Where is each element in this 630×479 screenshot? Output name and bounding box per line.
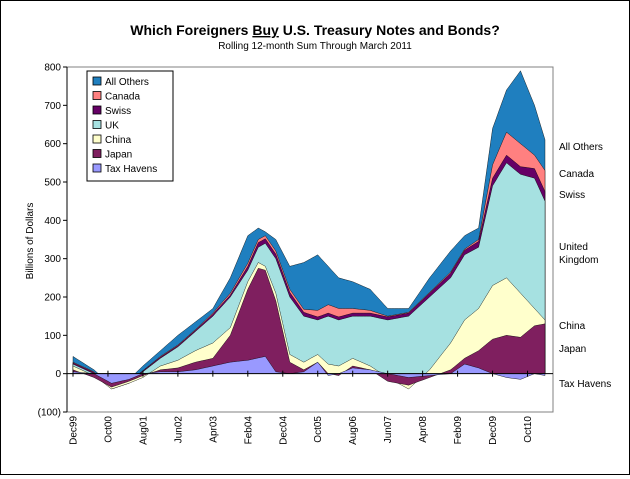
x-tick-label: Jun07 [383, 416, 394, 444]
y-axis-label: Billions of Dollars [25, 203, 36, 280]
legend-swatch [92, 134, 102, 144]
area-uk [72, 162, 546, 390]
chart-subtitle: Rolling 12-month Sum Through March 2011 [218, 41, 412, 52]
y-tick-label: 400 [44, 216, 61, 227]
x-tick-label: Apr08 [418, 416, 429, 443]
x-tick-label: Apr03 [208, 416, 219, 443]
end-label-china: China [559, 321, 586, 332]
x-tick-label: Dec99 [69, 416, 80, 445]
legend-swatch [92, 76, 102, 86]
chart-title: Which Foreigners Buy U.S. Treasury Notes… [130, 22, 500, 38]
y-tick-label: (100) [38, 408, 61, 419]
x-tick-label: Dec09 [488, 416, 499, 445]
end-label-canada: Canada [559, 169, 594, 180]
x-tick-label: Aug01 [138, 416, 149, 445]
end-label-japan: Japan [559, 344, 586, 355]
y-tick-label: 600 [44, 139, 61, 150]
legend-entry: All Others [105, 77, 149, 88]
y-tick-label: 200 [44, 293, 61, 304]
x-tick-label: Feb04 [243, 416, 254, 445]
y-tick-label: 800 [44, 63, 61, 74]
legend-entry: Canada [105, 92, 140, 103]
legend-entry: Swiss [105, 106, 131, 117]
x-tick-label: Dec04 [278, 416, 289, 445]
end-label-swiss: Swiss [559, 190, 585, 201]
end-labels-group: Tax Havens Japan China United Kingdom Swiss Ca… [559, 142, 611, 390]
y-tick-label: 300 [44, 254, 61, 265]
x-tick-label: Oct10 [523, 416, 534, 443]
y-tick-label: 0 [55, 369, 61, 380]
legend-entry: China [105, 135, 132, 146]
areas-group [72, 70, 546, 390]
legend-swatch [92, 163, 102, 173]
x-tick-label: Aug06 [348, 416, 359, 445]
legend-swatch [92, 149, 102, 158]
end-label-all-others: All Others [559, 142, 603, 153]
y-tick-label: 100 [44, 331, 61, 342]
y-tick-label: 700 [44, 101, 61, 112]
legend-entry: Japan [105, 150, 132, 161]
end-label-uk: United Kingdom [559, 242, 598, 266]
legend: All Others Canada Swiss UK China Japan Tax Hav… [86, 70, 174, 182]
legend-entry: Tax Havens [105, 164, 157, 175]
x-tick-label: Oct00 [103, 416, 114, 443]
end-label-tax-havens: Tax Havens [559, 379, 611, 390]
legend-swatch [92, 120, 102, 129]
legend-swatch [92, 91, 102, 100]
legend-swatch [92, 105, 102, 115]
y-tick-label: 500 [44, 178, 61, 189]
legend-entry: UK [105, 121, 119, 132]
axes-group: (100) 0 100 200 300 400 500 600 700 800 Dec99 Oct00… [38, 63, 554, 445]
area-china [72, 262, 546, 390]
area-tax-havens [72, 356, 546, 384]
x-tick-label: Jun02 [173, 416, 184, 444]
x-tick-label: Feb09 [453, 416, 464, 445]
x-tick-label: Oct05 [313, 416, 324, 443]
